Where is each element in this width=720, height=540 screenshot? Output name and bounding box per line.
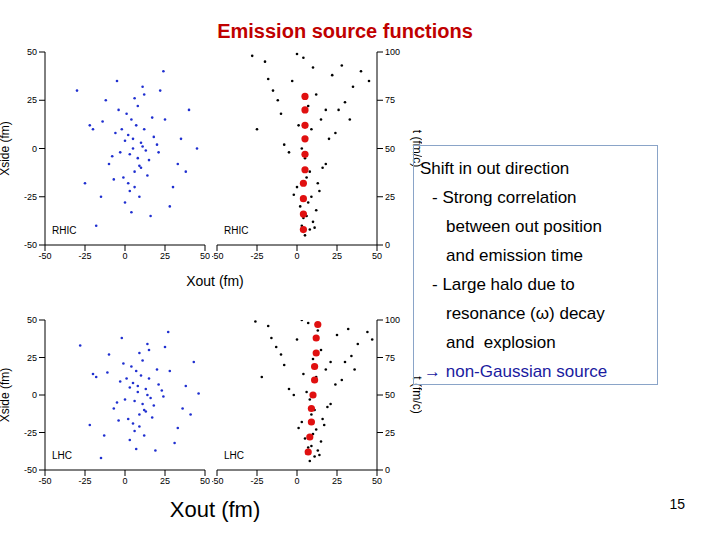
svg-text:0: 0 (32, 144, 37, 154)
svg-text:25: 25 (385, 428, 395, 438)
svg-text:25: 25 (332, 476, 342, 486)
svg-text:50: 50 (200, 476, 210, 486)
html-text:resonance (ω) decay: resonance (ω) decay (446, 304, 605, 323)
svg-text:-25: -25 (78, 476, 91, 486)
svg-text:0: 0 (122, 251, 127, 261)
svg-text:-25: -25 (250, 251, 263, 261)
svg-text:-50: -50 (38, 476, 51, 486)
svg-text:50: 50 (385, 144, 395, 154)
html-text:Emission source functions: Emission source functions (217, 20, 473, 42)
svg-text:25: 25 (160, 476, 170, 486)
html-text:and explosion: and explosion (446, 333, 556, 352)
svg-text:0: 0 (122, 476, 127, 486)
svg-text:50: 50 (372, 251, 382, 261)
svg-text:25: 25 (332, 251, 342, 261)
svg-text:75: 75 (385, 95, 395, 105)
html-text:Shift in out direction: Shift in out direction (420, 159, 570, 178)
svg-text:0: 0 (294, 476, 299, 486)
svg-text:50: 50 (27, 315, 37, 325)
svg-text:50: 50 (200, 251, 210, 261)
svg-text:-50: -50 (24, 465, 37, 475)
svg-text:25: 25 (385, 192, 395, 202)
svg-text:0: 0 (385, 240, 390, 250)
svg-text:-25: -25 (24, 428, 37, 438)
svg-text:50: 50 (372, 476, 382, 486)
svg-text:Xside (fm): Xside (fm) (8, 368, 12, 423)
svg-text:-25: -25 (250, 476, 263, 486)
html-text:RHIC: RHIC (224, 225, 249, 236)
html-text:between out position: between out position (446, 217, 602, 236)
svg-text:t (fm/c): t (fm/c) (410, 376, 422, 413)
svg-text:-50: -50 (212, 251, 224, 261)
svg-text:50: 50 (27, 47, 37, 57)
svg-text:0: 0 (294, 251, 299, 261)
svg-text:-50: -50 (212, 476, 224, 486)
svg-text:-25: -25 (78, 251, 91, 261)
html-text:Xout (fm): Xout (fm) (186, 273, 244, 289)
html-text:→ non-Gaussian source: → non-Gaussian source (424, 362, 608, 381)
svg-text:-50: -50 (24, 240, 37, 250)
html-text:and emission time: and emission time (446, 246, 583, 265)
html-text:LHC: LHC (52, 450, 72, 461)
html-text:Xout (fm): Xout (fm) (169, 497, 261, 522)
svg-text:50: 50 (385, 390, 395, 400)
html-text:LHC: LHC (224, 450, 244, 461)
html-text:RHIC: RHIC (52, 225, 77, 236)
html-text:- Strong correlation: - Strong correlation (432, 188, 577, 207)
html-text:- Large halo due to: - Large halo due to (432, 275, 575, 294)
svg-text:100: 100 (385, 47, 400, 57)
svg-text:25: 25 (160, 251, 170, 261)
svg-text:-25: -25 (24, 192, 37, 202)
svg-text:-50: -50 (38, 251, 51, 261)
svg-text:25: 25 (27, 353, 37, 363)
html-text:15: 15 (669, 496, 685, 512)
svg-text:0: 0 (385, 465, 390, 475)
svg-text:0: 0 (32, 390, 37, 400)
svg-text:75: 75 (385, 353, 395, 363)
svg-text:Xside (fm): Xside (fm) (8, 121, 12, 176)
svg-text:100: 100 (385, 315, 400, 325)
svg-text:25: 25 (27, 95, 37, 105)
